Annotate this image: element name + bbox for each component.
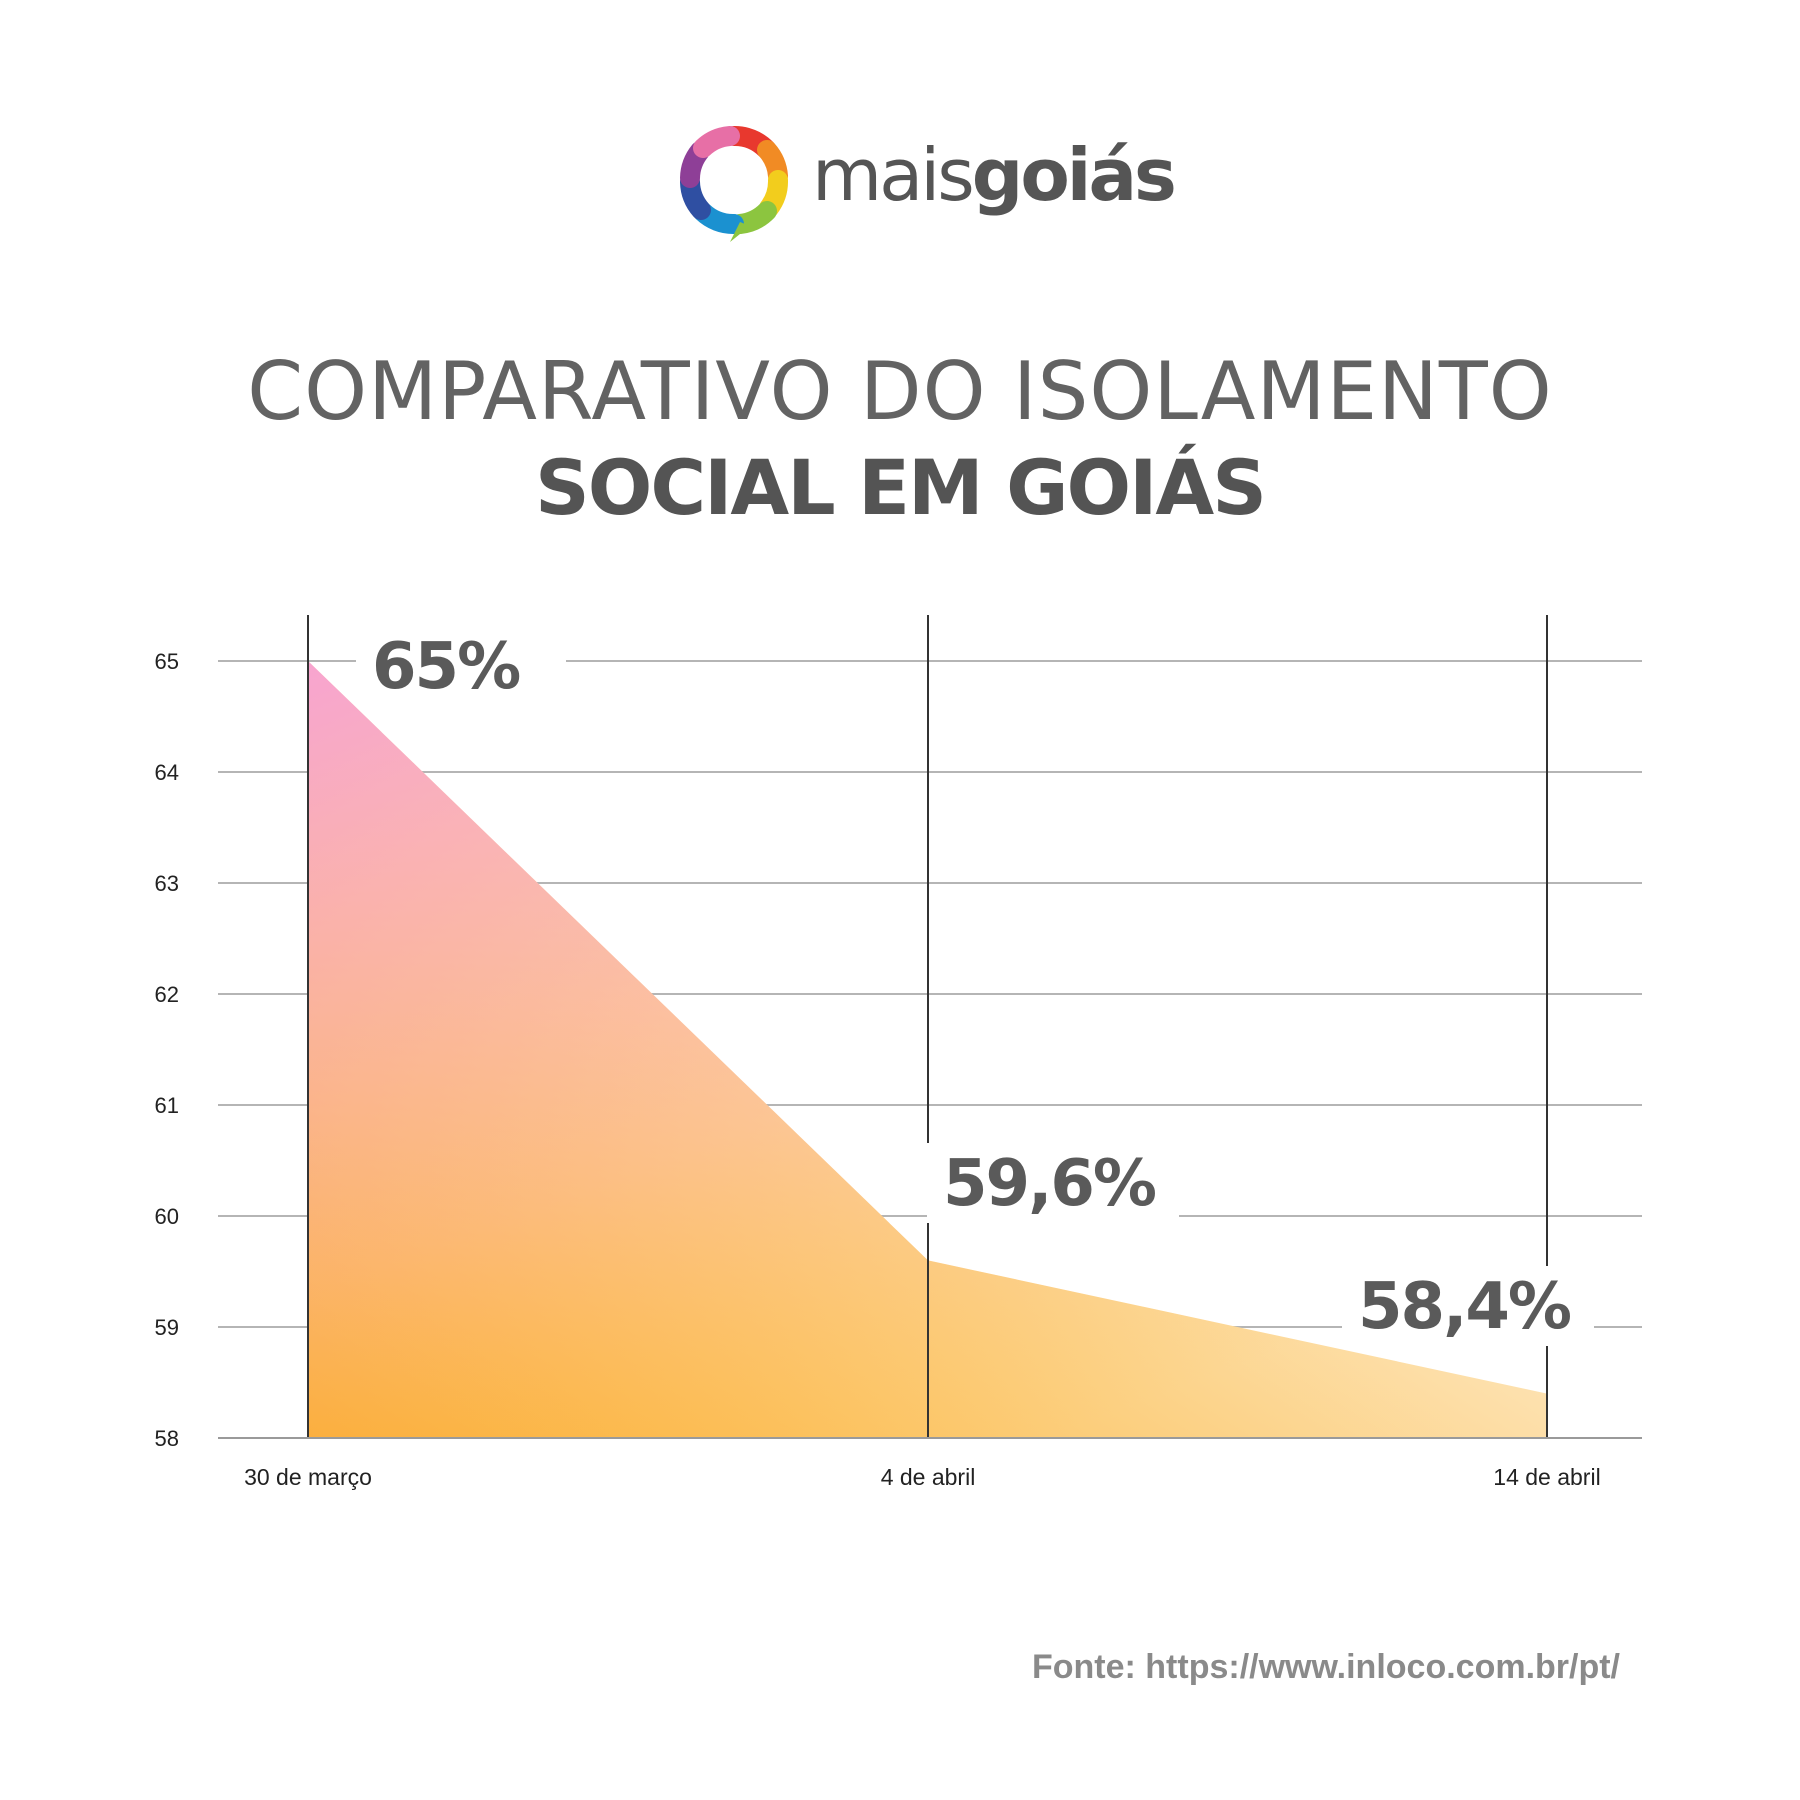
y-tick-label: 62 bbox=[155, 982, 179, 1007]
data-labels: 65% 59,6% 58,4% bbox=[356, 626, 1594, 1346]
data-label-bg bbox=[1342, 1266, 1594, 1346]
x-tick-label: 14 de abril bbox=[1493, 1464, 1600, 1490]
y-tick-label: 59 bbox=[155, 1315, 179, 1340]
y-tick-label: 63 bbox=[155, 871, 179, 896]
brand-name: maisgoiás bbox=[812, 139, 1177, 211]
y-tick-label: 61 bbox=[155, 1093, 179, 1118]
x-axis-ticks: 30 de março 4 de abril 14 de abril bbox=[244, 1464, 1601, 1490]
y-tick-label: 58 bbox=[155, 1426, 179, 1451]
y-tick-label: 65 bbox=[155, 649, 179, 674]
x-tick-label: 4 de abril bbox=[881, 1464, 976, 1490]
area-fill-overlay bbox=[308, 661, 1547, 1438]
brand-name-bold: goiás bbox=[971, 133, 1177, 217]
y-tick-label: 64 bbox=[155, 760, 179, 785]
data-label: 58,4% bbox=[1358, 1270, 1571, 1344]
area-layer bbox=[308, 661, 1547, 1438]
source-note: Fonte: https://www.inloco.com.br/pt/ bbox=[1031, 1648, 1620, 1686]
logo-ring-icon bbox=[680, 126, 788, 242]
x-tick-label: 30 de março bbox=[244, 1464, 372, 1490]
data-label-bg bbox=[927, 1143, 1179, 1223]
brand-logo: maisgoiás bbox=[670, 118, 1177, 248]
data-label-bg bbox=[356, 626, 566, 706]
y-tick-label: 60 bbox=[155, 1204, 179, 1229]
data-label: 65% bbox=[372, 630, 520, 704]
brand-name-light: mais bbox=[812, 133, 975, 217]
y-axis-ticks: 58 59 60 61 62 63 64 65 bbox=[155, 649, 179, 1451]
chart-subtitle: SOCIAL EM GOIÁS bbox=[535, 443, 1267, 532]
data-label: 59,6% bbox=[943, 1147, 1156, 1221]
chart-title: COMPARATIVO DO ISOLAMENTO bbox=[247, 345, 1553, 438]
